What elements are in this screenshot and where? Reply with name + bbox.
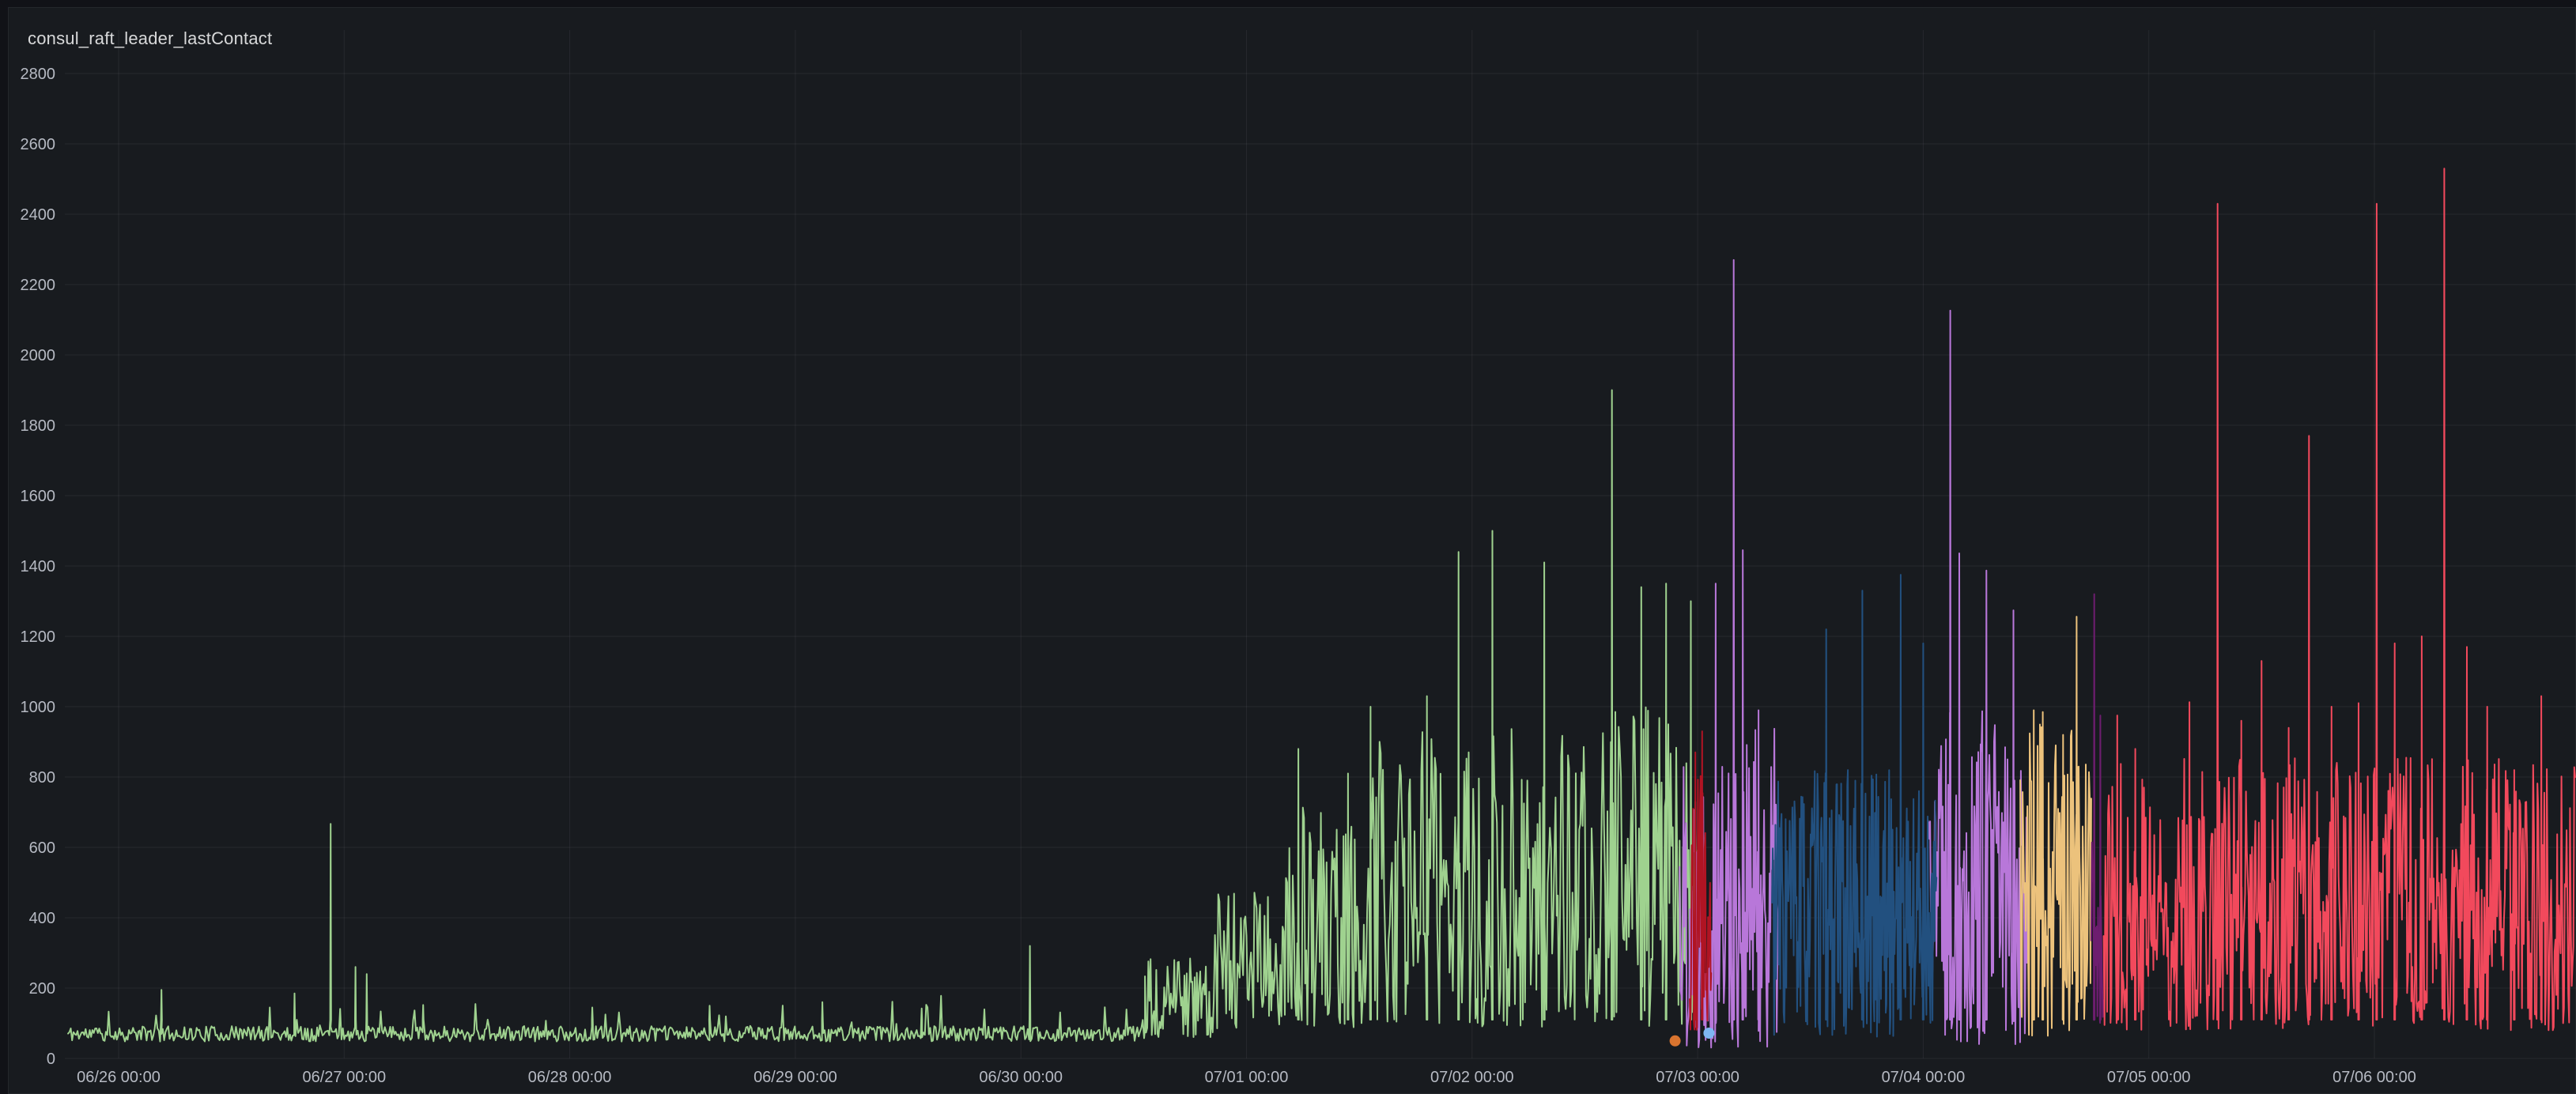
x-tick-label: 06/26 00:00 — [77, 1069, 161, 1086]
series-lines — [67, 168, 2576, 1049]
series-line-leader-green — [67, 389, 1703, 1043]
series-line-leader-dark-purple — [2090, 593, 2105, 1024]
y-tick-label: 1400 — [21, 558, 56, 575]
y-tick-label: 800 — [29, 769, 55, 787]
y-tick-label: 2400 — [21, 206, 56, 224]
y-tick-label: 0 — [47, 1051, 55, 1068]
series-line-leader-red — [2102, 168, 2576, 1032]
panel-title[interactable]: consul_raft_leader_lastContact — [28, 28, 272, 49]
x-tick-label: 06/28 00:00 — [528, 1069, 612, 1086]
x-tick-label: 07/02 00:00 — [1430, 1069, 1514, 1086]
x-tick-label: 07/01 00:00 — [1205, 1069, 1289, 1086]
x-tick-label: 06/29 00:00 — [754, 1069, 837, 1086]
x-tick-label: 07/03 00:00 — [1656, 1069, 1739, 1086]
y-tick-label: 1000 — [21, 699, 56, 716]
y-tick-label: 400 — [29, 910, 55, 927]
x-tick-label: 07/06 00:00 — [2332, 1069, 2416, 1086]
y-tick-label: 1800 — [21, 417, 56, 435]
y-tick-label: 200 — [29, 980, 55, 998]
series-line-leader-gold — [2019, 616, 2092, 1037]
x-tick-label: 06/27 00:00 — [302, 1069, 386, 1086]
y-tick-label: 1600 — [21, 488, 56, 505]
y-tick-label: 2200 — [21, 277, 56, 294]
y-tick-label: 2000 — [21, 347, 56, 364]
x-axis-tick-labels: 06/26 00:00 06/27 00:00 06/28 00:00 06/29 0… — [77, 1069, 2416, 1086]
light-blue-sample-point — [1703, 1028, 1715, 1039]
y-tick-label: 2800 — [21, 66, 56, 83]
series-line-leader-dark-red — [1689, 730, 1713, 1031]
isolated-sample-points — [1669, 1028, 1715, 1047]
x-tick-label: 07/05 00:00 — [2107, 1069, 2191, 1086]
y-axis-tick-labels: 0 200 400 600 800 1000 1200 1400 1600 1800 2000 220… — [21, 66, 56, 1068]
series-line-leader-dark-blue — [1771, 574, 1938, 1038]
x-tick-label: 06/30 00:00 — [979, 1069, 1063, 1086]
y-tick-label: 600 — [29, 839, 55, 857]
series-line-leader-purple — [1927, 309, 2028, 1045]
y-tick-label: 2600 — [21, 136, 56, 153]
x-tick-label: 07/04 00:00 — [1882, 1069, 1966, 1086]
y-tick-label: 1200 — [21, 628, 56, 646]
orange-sample-point — [1669, 1035, 1681, 1047]
